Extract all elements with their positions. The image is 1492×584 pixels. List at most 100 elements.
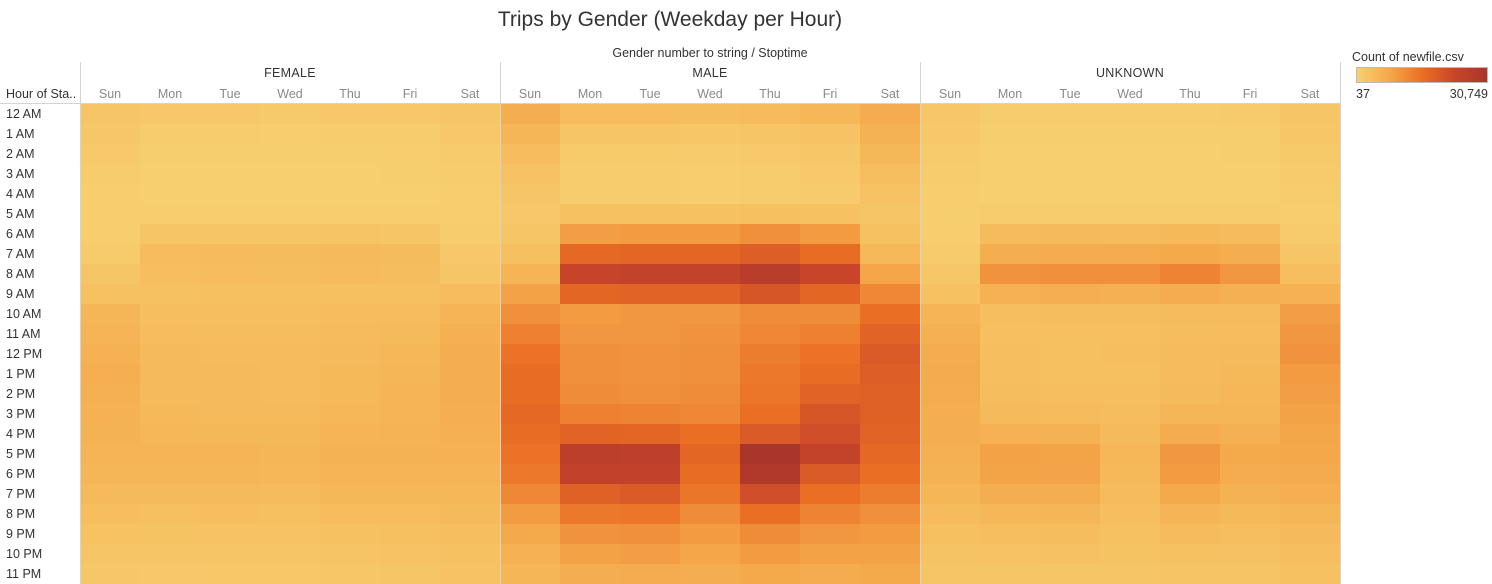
- heatmap-cell: [1220, 504, 1280, 524]
- heatmap-cell: [980, 204, 1040, 224]
- heatmap-cell: [380, 524, 440, 544]
- heatmap-cell: [1040, 484, 1100, 504]
- heatmap-cell: [800, 144, 860, 164]
- heatmap-cell: [1280, 404, 1340, 424]
- heatmap-cell: [200, 124, 260, 144]
- heatmap-cell: [920, 484, 980, 504]
- heatmap-cell: [860, 224, 920, 244]
- heatmap-cell: [800, 264, 860, 284]
- divider: [500, 62, 501, 584]
- heatmap-cell: [620, 364, 680, 384]
- heatmap-cell: [380, 324, 440, 344]
- heatmap-cell: [500, 164, 560, 184]
- heatmap-cell: [1160, 184, 1220, 204]
- heatmap-cell: [980, 124, 1040, 144]
- heatmap-cell: [1280, 264, 1340, 284]
- heatmap-cell: [260, 244, 320, 264]
- heatmap-cell: [200, 484, 260, 504]
- heatmap-cell: [1160, 564, 1220, 584]
- heatmap-cell: [1220, 404, 1280, 424]
- day-header-sun: Sun: [98, 87, 122, 101]
- heatmap-cell: [260, 444, 320, 464]
- heatmap-cell: [620, 344, 680, 364]
- heatmap-cell: [1160, 384, 1220, 404]
- heatmap-cell: [620, 264, 680, 284]
- heatmap-cell: [200, 164, 260, 184]
- heatmap-cell: [200, 104, 260, 124]
- heatmap-cell: [1040, 504, 1100, 524]
- heatmap-cell: [140, 464, 200, 484]
- heatmap-cell: [140, 544, 200, 564]
- hour-label: 4 AM: [6, 187, 35, 201]
- divider: [1340, 62, 1341, 584]
- heatmap-cell: [1040, 124, 1100, 144]
- heatmap-cell: [620, 384, 680, 404]
- heatmap-cell: [680, 104, 740, 124]
- heatmap-cell: [200, 524, 260, 544]
- heatmap-cell: [740, 364, 800, 384]
- legend-max-label: 30,749: [1449, 87, 1488, 101]
- heatmap-cell: [860, 424, 920, 444]
- heatmap-cell: [320, 424, 380, 444]
- heatmap-cell: [980, 524, 1040, 544]
- heatmap-cell: [560, 264, 620, 284]
- heatmap-cell: [860, 204, 920, 224]
- heatmap-cell: [920, 404, 980, 424]
- heatmap-cell: [200, 464, 260, 484]
- heatmap-cell: [380, 224, 440, 244]
- heatmap-cell: [320, 544, 380, 564]
- heatmap-cell: [1040, 384, 1100, 404]
- heatmap-cell: [440, 544, 500, 564]
- heatmap-cell: [680, 364, 740, 384]
- heatmap-cell: [800, 484, 860, 504]
- heatmap-cell: [140, 404, 200, 424]
- heatmap-cell: [980, 464, 1040, 484]
- heatmap-cell: [500, 264, 560, 284]
- heatmap-cell: [740, 524, 800, 544]
- heatmap-cell: [1280, 464, 1340, 484]
- day-header-wed: Wed: [277, 87, 303, 101]
- heatmap-cell: [260, 504, 320, 524]
- heatmap-cell: [980, 544, 1040, 564]
- heatmap-cell: [500, 444, 560, 464]
- heatmap-cell: [920, 244, 980, 264]
- heatmap-cell: [680, 204, 740, 224]
- heatmap-cell: [620, 304, 680, 324]
- legend-color-ramp: [1356, 67, 1488, 83]
- heatmap-cell: [1280, 204, 1340, 224]
- heatmap-cell: [680, 504, 740, 524]
- heatmap-cell: [320, 184, 380, 204]
- heatmap-cell: [1100, 244, 1160, 264]
- heatmap-cell: [620, 524, 680, 544]
- divider: [920, 62, 921, 584]
- heatmap-cell: [740, 404, 800, 424]
- heatmap-cell: [680, 444, 740, 464]
- heatmap-cell: [200, 184, 260, 204]
- gender-header-male: MALE: [692, 66, 728, 80]
- heatmap-cell: [320, 284, 380, 304]
- heatmap-cell: [440, 124, 500, 144]
- heatmap-cell: [560, 384, 620, 404]
- heatmap-cell: [320, 484, 380, 504]
- heatmap-cell: [860, 484, 920, 504]
- heatmap-cell: [560, 124, 620, 144]
- day-header-wed: Wed: [1117, 87, 1143, 101]
- heatmap-cell: [380, 564, 440, 584]
- heatmap-cell: [380, 484, 440, 504]
- heatmap-cell: [1280, 544, 1340, 564]
- heatmap-cell: [1100, 304, 1160, 324]
- heatmap-cell: [440, 264, 500, 284]
- heatmap-cell: [1220, 524, 1280, 544]
- heatmap-cell: [740, 324, 800, 344]
- heatmap-cell: [680, 224, 740, 244]
- heatmap-cell: [1100, 404, 1160, 424]
- heatmap-cell: [1220, 424, 1280, 444]
- heatmap-cell: [500, 204, 560, 224]
- heatmap-cell: [140, 104, 200, 124]
- heatmap-cell: [920, 444, 980, 464]
- heatmap-cell: [620, 564, 680, 584]
- heatmap-cell: [320, 264, 380, 284]
- heatmap-cell: [1100, 324, 1160, 344]
- heatmap-cell: [680, 164, 740, 184]
